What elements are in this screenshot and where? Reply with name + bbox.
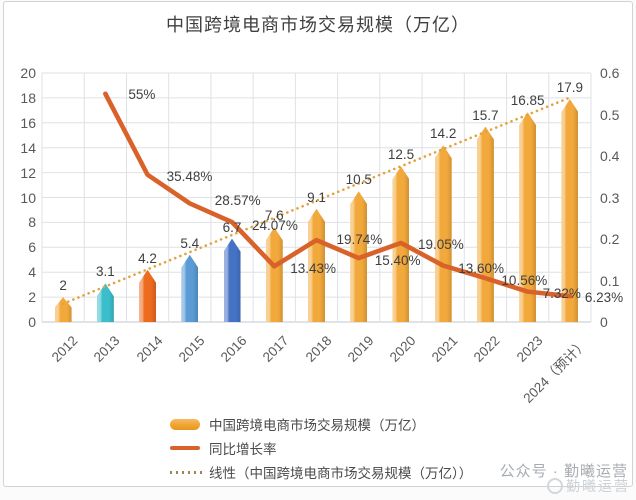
legend-label: 同比增长率 (209, 442, 277, 457)
bar-value-label: 7.6 (264, 208, 284, 224)
bar-2016 (223, 238, 241, 322)
legend-line-icon (170, 446, 202, 450)
left-axis-tick: 20 (20, 65, 36, 81)
bar-value-label: 17.9 (556, 80, 584, 96)
growth-rate-label: 15.40% (374, 253, 421, 269)
growth-rate-label: 13.60% (458, 260, 504, 276)
growth-rate-label: 24.07% (252, 218, 298, 234)
growth-rate-label: 19.74% (336, 232, 383, 248)
right-axis-tick: 0.3 (600, 189, 620, 206)
legend-label: 中国跨境电商市场交易规模（万亿） (209, 418, 425, 433)
growth-rate-label: 7.32% (542, 285, 581, 301)
bar-2022 (476, 126, 494, 322)
bar-value-label: 14.2 (430, 126, 457, 142)
right-axis-tick: 0.5 (600, 106, 620, 123)
legend-item-3: 线性（中国跨境电商市场交易规模（万亿）） (170, 460, 472, 484)
chart-legend: 中国跨境电商市场交易规模（万亿） 同比增长率线性（中国跨境电商市场交易规模（万亿）… (170, 412, 472, 484)
growth-rate-label: 19.05% (417, 236, 464, 252)
watermark-logo-text: 勤曦运营 (566, 478, 630, 494)
left-axis-tick: 8 (28, 214, 36, 231)
left-axis-tick: 16 (20, 114, 36, 131)
bar-2015 (181, 254, 199, 322)
bar-value-label: 6.7 (222, 219, 242, 235)
watermark-text: 公众号 · 勤曦运营 (499, 463, 628, 480)
right-axis-tick: 0.4 (600, 148, 620, 164)
legend-label: 线性（中国跨境电商市场交易规模（万亿）） (209, 466, 473, 481)
right-axis-tick: 0.1 (600, 272, 620, 289)
left-axis-tick: 2 (28, 289, 36, 306)
left-axis-tick: 12 (20, 164, 36, 181)
growth-rate-label: 13.43% (290, 261, 337, 277)
left-axis-tick: 18 (20, 89, 36, 106)
bar-2020 (392, 166, 410, 322)
chart-title: 中国跨境电商市场交易规模（万亿） (166, 15, 470, 35)
left-axis-tick: 4 (28, 264, 36, 281)
bar-2017 (265, 227, 283, 322)
left-axis-tick: 6 (28, 239, 36, 256)
bar-value-label: 2 (59, 278, 67, 294)
bar-2023 (519, 112, 537, 322)
legend-item-1: 中国跨境电商市场交易规模（万亿） (170, 412, 472, 436)
growth-rate-label: 35.48% (166, 168, 213, 184)
left-axis-tick: 10 (20, 189, 36, 206)
bar-2021 (434, 145, 452, 322)
bar-value-label: 9.1 (307, 189, 326, 205)
growth-rate-label: 6.23% (584, 290, 624, 306)
bar-value-label: 15.7 (472, 107, 499, 123)
left-axis-tick: 14 (20, 139, 36, 156)
right-axis-tick: 0.2 (600, 231, 620, 247)
legend-bar-icon (170, 418, 202, 430)
bar-value-label: 3.1 (95, 264, 115, 280)
bar-value-label: 5.4 (180, 235, 200, 251)
bar-2019 (350, 191, 368, 322)
watermark-logo-icon (547, 478, 563, 494)
growth-rate-label: 55% (128, 86, 156, 102)
growth-rate-label: 10.56% (501, 273, 548, 289)
legend-item-2: 同比增长率 (170, 436, 472, 460)
bar-value-label: 16.85 (510, 93, 545, 109)
right-axis-tick: 0 (600, 314, 608, 330)
growth-rate-label: 28.57% (214, 193, 261, 209)
legend-dotted-icon (170, 470, 202, 474)
bar-value-label: 10.5 (345, 172, 372, 188)
bar-value-label: 12.5 (387, 147, 415, 163)
watermark-logo: 勤曦运营 (547, 476, 630, 496)
left-axis-tick: 0 (28, 314, 36, 330)
bar-value-label: 4.2 (138, 250, 157, 266)
right-axis-tick: 0.6 (600, 65, 620, 81)
